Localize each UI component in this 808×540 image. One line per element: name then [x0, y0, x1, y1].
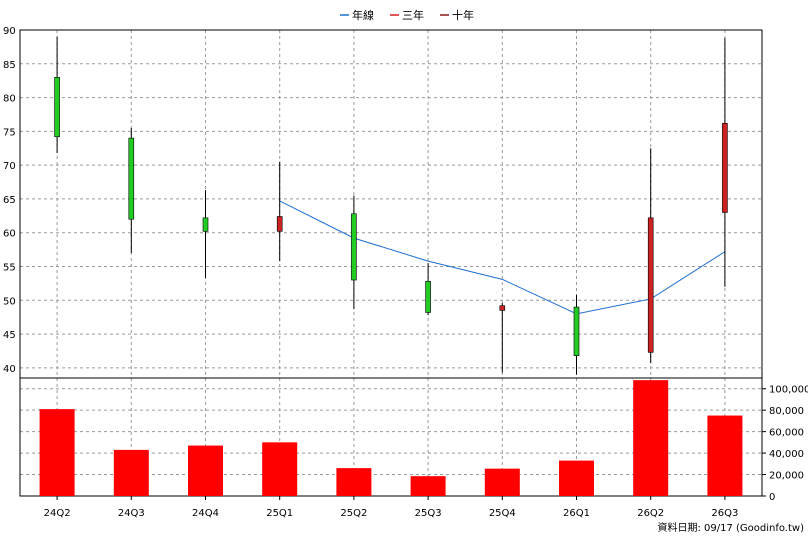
legend: 年線 三年 十年: [340, 8, 474, 22]
volume-bar-series: [39, 380, 743, 496]
volume-bar: [410, 476, 446, 496]
x-tick-label: 25Q3: [415, 508, 442, 519]
candle-body: [573, 306, 580, 357]
volume-bar: [113, 449, 149, 496]
candle-body: [54, 77, 60, 138]
footer-source-text: 資料日期: 09/17 (Goodinfo.tw): [657, 521, 804, 534]
volume-bar: [188, 445, 223, 496]
price-tick-label: 55: [3, 263, 16, 274]
volume-tick-label: 60,000: [769, 428, 804, 439]
volume-bar: [484, 468, 520, 496]
legend-label: 三年: [402, 8, 424, 22]
x-tick-label: 26Q2: [637, 508, 664, 519]
price-tick-label: 65: [3, 195, 16, 206]
price-tick-label: 90: [3, 26, 16, 37]
volume-tick-label: 20,000: [769, 471, 804, 482]
price-tick-label: 85: [3, 60, 16, 71]
price-tick-label: 45: [3, 330, 16, 341]
volume-tick-label: 40,000: [769, 449, 804, 460]
price-tick-label: 60: [3, 229, 16, 240]
price-tick-label: 80: [3, 94, 16, 105]
volume-plot-frame: [19, 377, 763, 497]
candle-body: [722, 122, 728, 213]
volume-tick-label: 100,000: [769, 385, 808, 396]
volume-bar: [559, 460, 594, 496]
candle-body: [276, 216, 283, 232]
volume-tick-label: 80,000: [769, 406, 804, 417]
price-tick-label: 50: [3, 296, 16, 307]
volume-bar: [633, 380, 669, 496]
price-tick-label: 70: [3, 161, 16, 172]
axis-labels: 40 45 50 55 60 65 70 75 80 85 90 0 20,000 40,000 60,00…: [3, 26, 808, 519]
candle-body: [351, 213, 357, 281]
volume-bar: [336, 468, 372, 496]
volume-bar: [262, 442, 298, 496]
x-tick-label: 24Q3: [118, 508, 145, 519]
volume-tick-label: 0: [769, 492, 775, 503]
x-tick-label: 26Q1: [563, 508, 590, 519]
volume-bar: [707, 415, 743, 496]
legend-label: 十年: [452, 8, 474, 22]
x-tick-label: 25Q2: [340, 508, 367, 519]
candle-body: [202, 217, 209, 232]
candle-body: [499, 305, 506, 311]
volume-bar: [39, 409, 75, 496]
legend-label: 年線: [352, 8, 374, 22]
candlestick-series: [54, 36, 728, 375]
candle-body: [128, 137, 135, 220]
x-tick-label: 25Q1: [266, 508, 293, 519]
x-tick-label: 26Q3: [711, 508, 738, 519]
x-tick-label: 24Q2: [44, 508, 71, 519]
price-tick-label: 75: [3, 127, 16, 138]
candle-body: [425, 281, 431, 313]
price-tick-label: 40: [3, 364, 16, 375]
x-tick-label: 25Q4: [489, 508, 516, 519]
candle-body: [647, 217, 654, 353]
plot-frames: [19, 29, 763, 497]
x-tick-label: 24Q4: [192, 508, 219, 519]
